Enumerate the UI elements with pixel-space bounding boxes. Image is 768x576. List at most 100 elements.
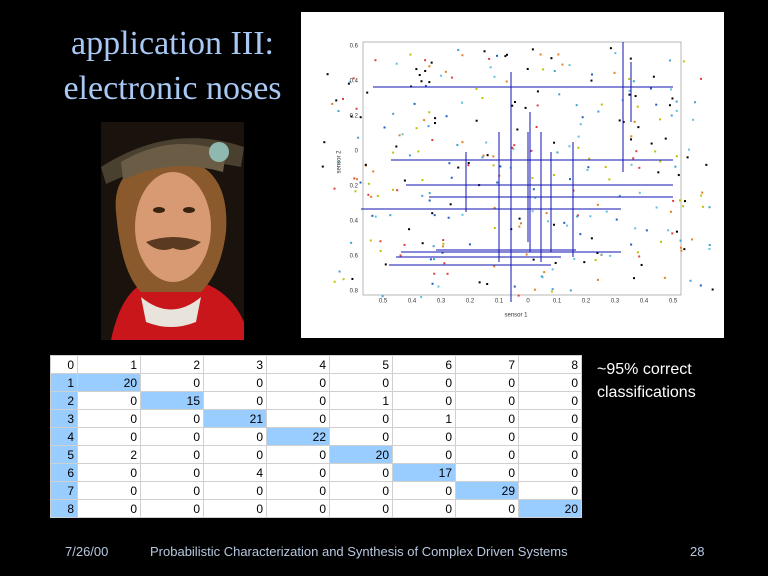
scatter-dot — [577, 146, 580, 149]
scatter-dot — [323, 141, 326, 144]
scatter-dot — [499, 165, 502, 168]
table-cell: 5 — [50, 445, 78, 464]
table-cell: 1 — [77, 355, 141, 374]
scatter-dot — [708, 206, 711, 209]
scatter-dot — [675, 155, 678, 158]
table-cell: 6 — [392, 355, 456, 374]
table-cell: 0 — [266, 373, 330, 392]
scatter-dot — [677, 174, 680, 177]
y-axis-label: sensor 2 — [337, 150, 343, 174]
scatter-dot — [547, 220, 550, 223]
scatter-dot — [481, 96, 484, 99]
scatter-dot — [536, 104, 539, 107]
scatter-dot — [553, 70, 556, 73]
table-cell: 0 — [518, 391, 582, 410]
scatter-dot — [489, 66, 492, 69]
scatter-dot — [591, 73, 594, 76]
scatter-dot — [583, 261, 586, 264]
scatter-dot — [628, 93, 631, 96]
scatter-dot — [384, 263, 387, 266]
scatter-dot — [333, 280, 336, 283]
scatter-dot — [608, 178, 611, 181]
table-cell: 17 — [392, 463, 456, 482]
scatter-dot — [485, 141, 488, 144]
scatter-dot — [395, 62, 398, 65]
table-cell: 1 — [392, 409, 456, 428]
scatter-dot — [481, 156, 484, 159]
note: ~95% correct classifications — [597, 361, 696, 401]
scatter-dot — [553, 173, 556, 176]
scatter-dot — [524, 106, 527, 109]
scatter-dot — [573, 257, 576, 260]
scatter-dot — [557, 53, 560, 56]
scatter-dot — [418, 73, 421, 76]
scatter-dot — [558, 93, 561, 96]
scatter-dot — [391, 188, 394, 191]
scatter-dot — [421, 194, 424, 197]
scatter-dot — [403, 243, 406, 246]
scatter-dot — [531, 48, 534, 51]
scatter-dot — [496, 54, 499, 57]
table-row: 5 2 0 0 0 20 0 0 0 — [50, 445, 582, 464]
scatter-dot — [326, 73, 329, 76]
table-cell: 0 — [455, 499, 519, 518]
scatter-dot — [409, 53, 412, 56]
table-cell: 0 — [140, 499, 204, 518]
scatter-dot — [663, 276, 666, 279]
scatter-dot — [649, 87, 652, 90]
scatter-dot — [634, 227, 637, 230]
table-cell: 0 — [266, 499, 330, 518]
scatter-dot — [442, 245, 445, 248]
table-cell: 0 — [392, 391, 456, 410]
scatter-dot — [492, 164, 495, 167]
scatter-dot — [708, 247, 711, 250]
scatter-dot — [596, 203, 599, 206]
scatter-dot — [359, 116, 362, 119]
scatter-dot — [381, 295, 384, 298]
scatter-dot — [420, 80, 423, 83]
table-cell: 3 — [50, 409, 78, 428]
scatter-dot — [475, 87, 478, 90]
scatter-dot — [545, 212, 548, 215]
scatter-dot — [457, 48, 460, 51]
scatter-dot — [415, 127, 418, 130]
scatter-dot — [335, 99, 338, 102]
y-tick-label: 0.6 — [350, 44, 359, 50]
scatter-dot — [398, 134, 401, 137]
scatter-dot — [399, 254, 402, 257]
scatter-dot — [513, 285, 516, 288]
scatter-dot — [577, 135, 580, 138]
scatter-dot — [667, 229, 670, 232]
scatter-dot — [456, 144, 459, 147]
scatter-dot — [350, 115, 353, 118]
scatter-dot — [633, 277, 636, 280]
table-cell: 0 — [266, 463, 330, 482]
scatter-dot — [420, 295, 423, 298]
scatter-dot — [650, 142, 653, 145]
scatter-dot — [442, 239, 445, 242]
scatter-dot — [403, 179, 406, 182]
scatter-dot — [432, 245, 435, 248]
table-cell: 0 — [455, 391, 519, 410]
x-tick-label: 0.1 — [495, 299, 504, 305]
scatter-dot — [614, 52, 617, 55]
scatter-dot — [702, 205, 705, 208]
scatter-dot — [542, 68, 545, 71]
scatter-dot — [468, 243, 471, 246]
scatter-dot — [352, 77, 355, 80]
scatter-dot — [493, 206, 496, 209]
scatter-dot — [569, 178, 572, 181]
scatter-dot — [600, 253, 603, 256]
scatter-dot — [540, 275, 543, 278]
scatter-dot — [493, 265, 496, 268]
title-line: electronic noses — [63, 70, 282, 107]
scatter-dot — [630, 138, 633, 141]
x-tick-label: 0.4 — [640, 299, 649, 305]
table-cell: 1 — [329, 391, 393, 410]
scatter-dot — [421, 179, 424, 182]
scatter-dot — [372, 170, 375, 173]
scatter-dot — [553, 141, 556, 144]
scatter-dot — [376, 194, 379, 197]
table-cell: 0 — [203, 373, 267, 392]
